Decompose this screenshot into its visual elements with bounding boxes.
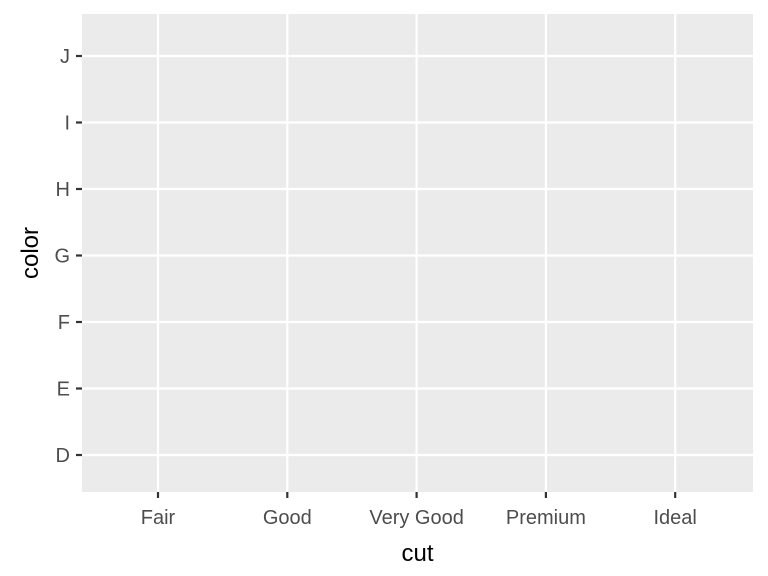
y-tick-label: G — [54, 246, 70, 268]
y-tick-label: D — [56, 445, 70, 467]
grid-lines — [82, 14, 753, 492]
x-axis: Fair Good Very Good Premium Ideal — [141, 492, 697, 529]
y-axis: D E F G H I J — [54, 46, 82, 467]
y-tick-label: H — [56, 179, 70, 201]
y-tick-label: I — [64, 113, 70, 135]
x-axis-title: cut — [401, 540, 433, 567]
x-tick-label: Very Good — [369, 507, 464, 529]
x-tick-label: Fair — [141, 507, 176, 529]
x-tick-label: Premium — [506, 507, 586, 529]
y-tick-label: F — [58, 312, 70, 334]
x-tick-label: Ideal — [654, 507, 697, 529]
y-axis-title: color — [17, 227, 44, 279]
y-tick-label: E — [57, 379, 70, 401]
y-tick-label: J — [60, 46, 70, 68]
x-tick-label: Good — [263, 507, 312, 529]
